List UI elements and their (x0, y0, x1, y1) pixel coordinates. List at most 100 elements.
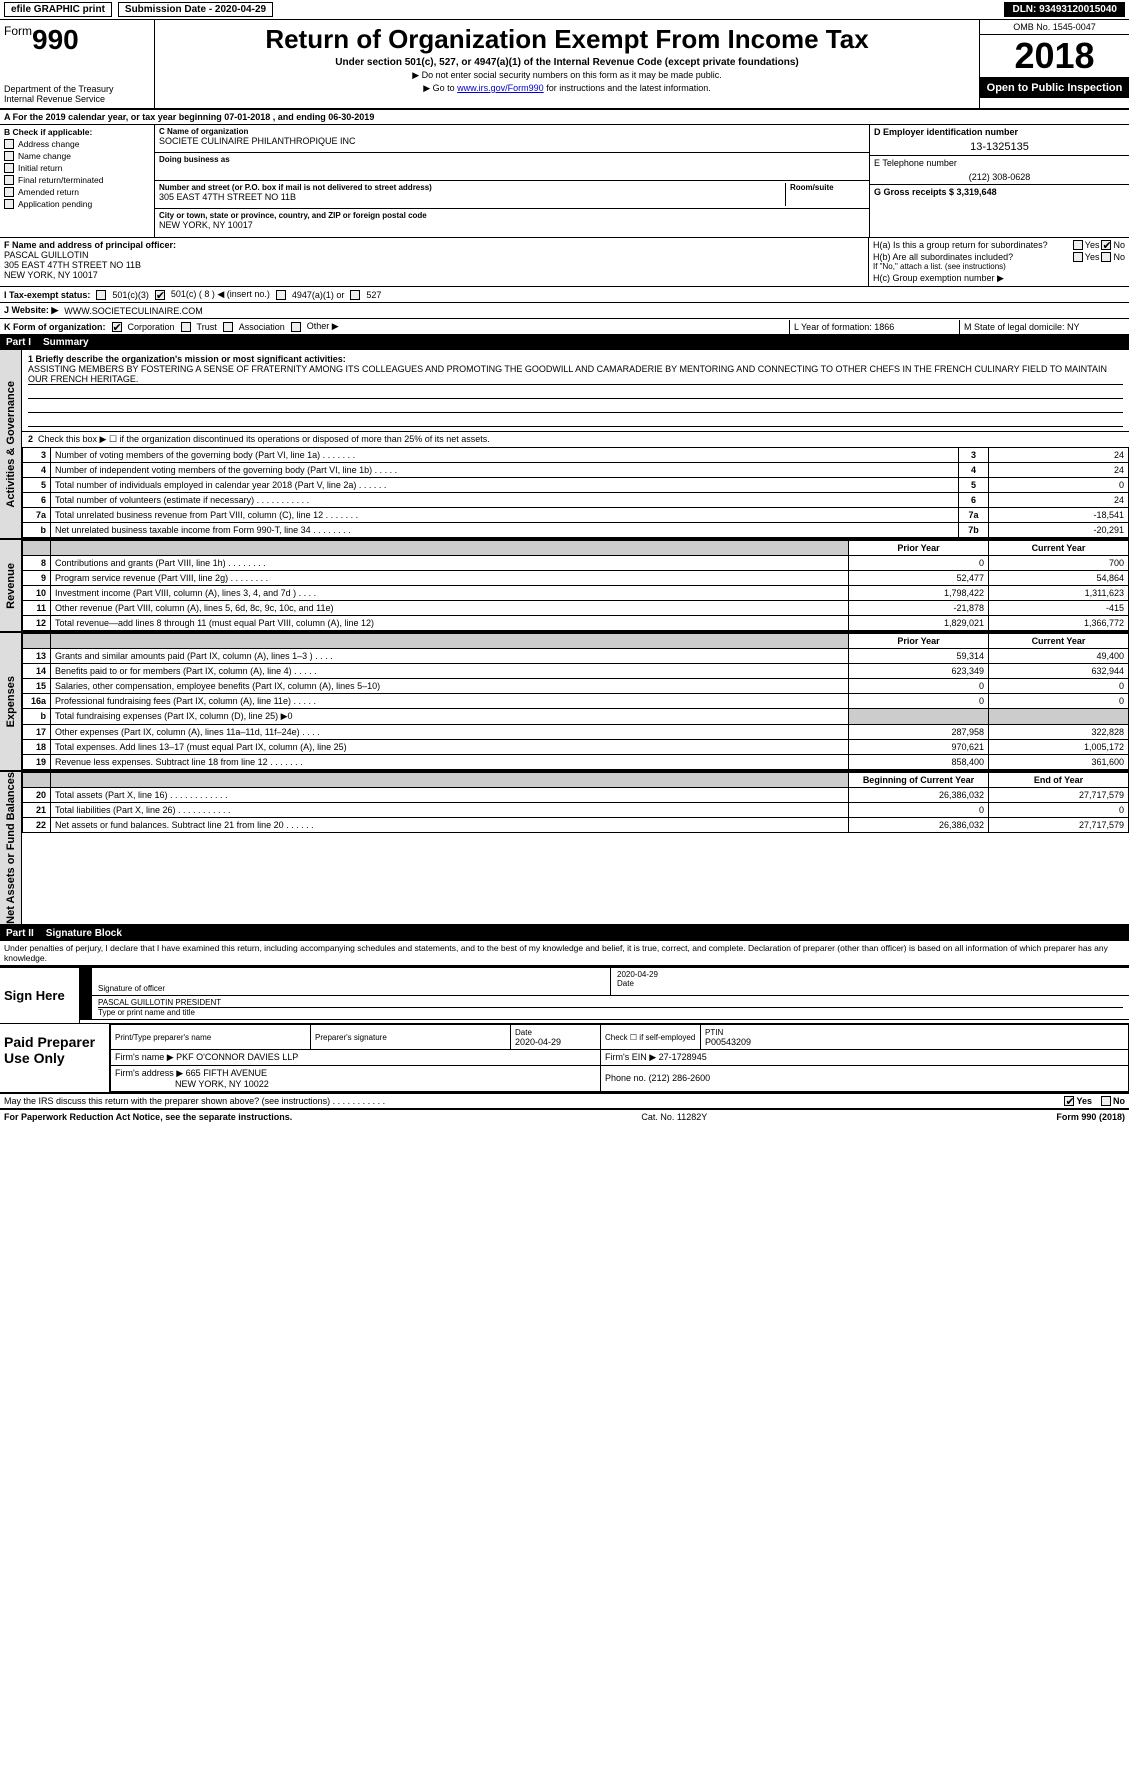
penalties-text: Under penalties of perjury, I declare th… (0, 941, 1129, 966)
table-row: 12Total revenue—add lines 8 through 11 (… (23, 616, 1129, 631)
revenue-table: Prior YearCurrent Year8Contributions and… (22, 540, 1129, 631)
table-row: 22Net assets or fund balances. Subtract … (23, 818, 1129, 833)
discuss-yes-checkbox[interactable] (1064, 1096, 1074, 1106)
table-row: 21Total liabilities (Part X, line 26) . … (23, 803, 1129, 818)
ha-no-checkbox[interactable] (1101, 240, 1111, 250)
firm-addr1: 665 FIFTH AVENUE (186, 1068, 267, 1078)
box-b-item: Final return/terminated (4, 175, 150, 185)
omb-number: OMB No. 1545-0047 (980, 20, 1129, 35)
form-header: Form990 Department of the Treasury Inter… (0, 20, 1129, 110)
box-b-checkbox[interactable] (4, 151, 14, 161)
irs-label: Internal Revenue Service (4, 94, 150, 104)
table-row: 19Revenue less expenses. Subtract line 1… (23, 755, 1129, 770)
501c3-checkbox[interactable] (96, 290, 106, 300)
revenue-sidebar: Revenue (0, 540, 22, 631)
street-address: 305 EAST 47TH STREET NO 11B (159, 192, 785, 202)
form-header-right: OMB No. 1545-0047 2018 Open to Public In… (979, 20, 1129, 108)
firm-ein: 27-1728945 (659, 1052, 707, 1062)
form-header-left: Form990 Department of the Treasury Inter… (0, 20, 155, 108)
part2-header: Part II Signature Block (0, 926, 1129, 941)
discuss-row: May the IRS discuss this return with the… (0, 1094, 1129, 1109)
website-value: WWW.SOCIETECULINAIRE.COM (64, 306, 203, 316)
501c-checkbox[interactable] (155, 290, 165, 300)
assoc-checkbox[interactable] (223, 322, 233, 332)
table-row: 9Program service revenue (Part VIII, lin… (23, 571, 1129, 586)
hb-yes-checkbox[interactable] (1073, 252, 1083, 262)
governance-table: 3Number of voting members of the governi… (22, 447, 1129, 538)
box-c: C Name of organization SOCIETE CULINAIRE… (155, 125, 869, 237)
table-row: 5Total number of individuals employed in… (23, 478, 1129, 493)
corp-checkbox[interactable] (112, 322, 122, 332)
firm-phone: (212) 286-2600 (649, 1073, 711, 1083)
table-row: bNet unrelated business taxable income f… (23, 523, 1129, 538)
hb-no-checkbox[interactable] (1101, 252, 1111, 262)
table-row: bTotal fundraising expenses (Part IX, co… (23, 709, 1129, 725)
box-b-item: Address change (4, 139, 150, 149)
part1-header: Part I Summary (0, 335, 1129, 350)
box-b-item: Name change (4, 151, 150, 161)
table-header-row: Prior YearCurrent Year (23, 541, 1129, 556)
box-b-checkbox[interactable] (4, 199, 14, 209)
paid-preparer-table: Print/Type preparer's name Preparer's si… (110, 1024, 1129, 1092)
paid-preparer-block: Paid Preparer Use Only Print/Type prepar… (0, 1024, 1129, 1094)
other-checkbox[interactable] (291, 322, 301, 332)
line2-text: Check this box ▶ ☐ if the organization d… (38, 434, 490, 444)
table-row: 17Other expenses (Part IX, column (A), l… (23, 725, 1129, 740)
mission-text: ASSISTING MEMBERS BY FOSTERING A SENSE O… (28, 364, 1123, 385)
527-checkbox[interactable] (350, 290, 360, 300)
state-domicile: M State of legal domicile: NY (959, 320, 1129, 334)
irs-form990-link[interactable]: www.irs.gov/Form990 (457, 83, 544, 93)
netassets-table: Beginning of Current YearEnd of Year20To… (22, 772, 1129, 833)
website-row: J Website: ▶ WWW.SOCIETECULINAIRE.COM (0, 303, 1129, 319)
ein: 13-1325135 (874, 141, 1125, 153)
ssn-warning: ▶ Do not enter social security numbers o… (159, 70, 975, 81)
box-b-checkbox[interactable] (4, 175, 14, 185)
open-to-public: Open to Public Inspection (980, 78, 1129, 98)
box-b-checkbox[interactable] (4, 187, 14, 197)
table-header-row: Prior YearCurrent Year (23, 634, 1129, 649)
box-h: H(a) Is this a group return for subordin… (869, 238, 1129, 286)
efile-top-bar: efile GRAPHIC print Submission Date - 20… (0, 0, 1129, 20)
trust-checkbox[interactable] (181, 322, 191, 332)
sign-here-block: Sign Here Signature of officer 2020-04-2… (0, 966, 1129, 1024)
preparer-date: 2020-04-29 (515, 1037, 561, 1047)
tax-exempt-row: I Tax-exempt status: 501(c)(3) 501(c) ( … (0, 287, 1129, 303)
city-state-zip: NEW YORK, NY 10017 (159, 220, 865, 230)
firm-addr2: NEW YORK, NY 10022 (175, 1079, 269, 1089)
dln-label: DLN: 93493120015040 (1004, 2, 1125, 17)
table-row: 13Grants and similar amounts paid (Part … (23, 649, 1129, 664)
telephone: (212) 308-0628 (874, 172, 1125, 182)
box-d-e-g: D Employer identification number 13-1325… (869, 125, 1129, 237)
form-title: Return of Organization Exempt From Incom… (159, 24, 975, 55)
goto-link-row: ▶ Go to www.irs.gov/Form990 for instruct… (159, 83, 975, 94)
table-row: 15Salaries, other compensation, employee… (23, 679, 1129, 694)
box-b-checkbox[interactable] (4, 163, 14, 173)
discuss-no-checkbox[interactable] (1101, 1096, 1111, 1106)
ha-yes-checkbox[interactable] (1073, 240, 1083, 250)
gross-receipts: G Gross receipts $ 3,319,648 (874, 187, 1125, 197)
klm-row: K Form of organization: Corporation Trus… (0, 319, 1129, 335)
table-row: 10Investment income (Part VIII, column (… (23, 586, 1129, 601)
box-b-checkbox[interactable] (4, 139, 14, 149)
netassets-section: Net Assets or Fund Balances Beginning of… (0, 772, 1129, 926)
paid-preparer-label: Paid Preparer Use Only (0, 1024, 110, 1092)
box-b: B Check if applicable: Address changeNam… (0, 125, 155, 237)
netassets-sidebar: Net Assets or Fund Balances (0, 772, 22, 924)
expenses-sidebar: Expenses (0, 633, 22, 770)
officer-name-title: PASCAL GUILLOTIN PRESIDENT (98, 998, 1123, 1008)
box-b-item: Application pending (4, 199, 150, 209)
box-b-item: Initial return (4, 163, 150, 173)
table-row: 6Total number of volunteers (estimate if… (23, 493, 1129, 508)
box-b-item: Amended return (4, 187, 150, 197)
table-row: 3Number of voting members of the governi… (23, 448, 1129, 463)
table-row: 8Contributions and grants (Part VIII, li… (23, 556, 1129, 571)
org-name: SOCIETE CULINAIRE PHILANTHROPIQUE INC (159, 136, 865, 146)
year-formation: L Year of formation: 1866 (789, 320, 959, 334)
arrow-icon (80, 996, 92, 1019)
table-header-row: Beginning of Current YearEnd of Year (23, 773, 1129, 788)
activities-governance-section: Activities & Governance 1 Briefly descri… (0, 350, 1129, 540)
officer-group-row: F Name and address of principal officer:… (0, 238, 1129, 287)
expenses-section: Expenses Prior YearCurrent Year13Grants … (0, 633, 1129, 772)
4947-checkbox[interactable] (276, 290, 286, 300)
sign-here-label: Sign Here (0, 968, 80, 1023)
